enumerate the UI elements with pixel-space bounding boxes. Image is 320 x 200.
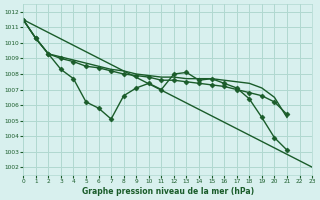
X-axis label: Graphe pression niveau de la mer (hPa): Graphe pression niveau de la mer (hPa) <box>82 187 254 196</box>
